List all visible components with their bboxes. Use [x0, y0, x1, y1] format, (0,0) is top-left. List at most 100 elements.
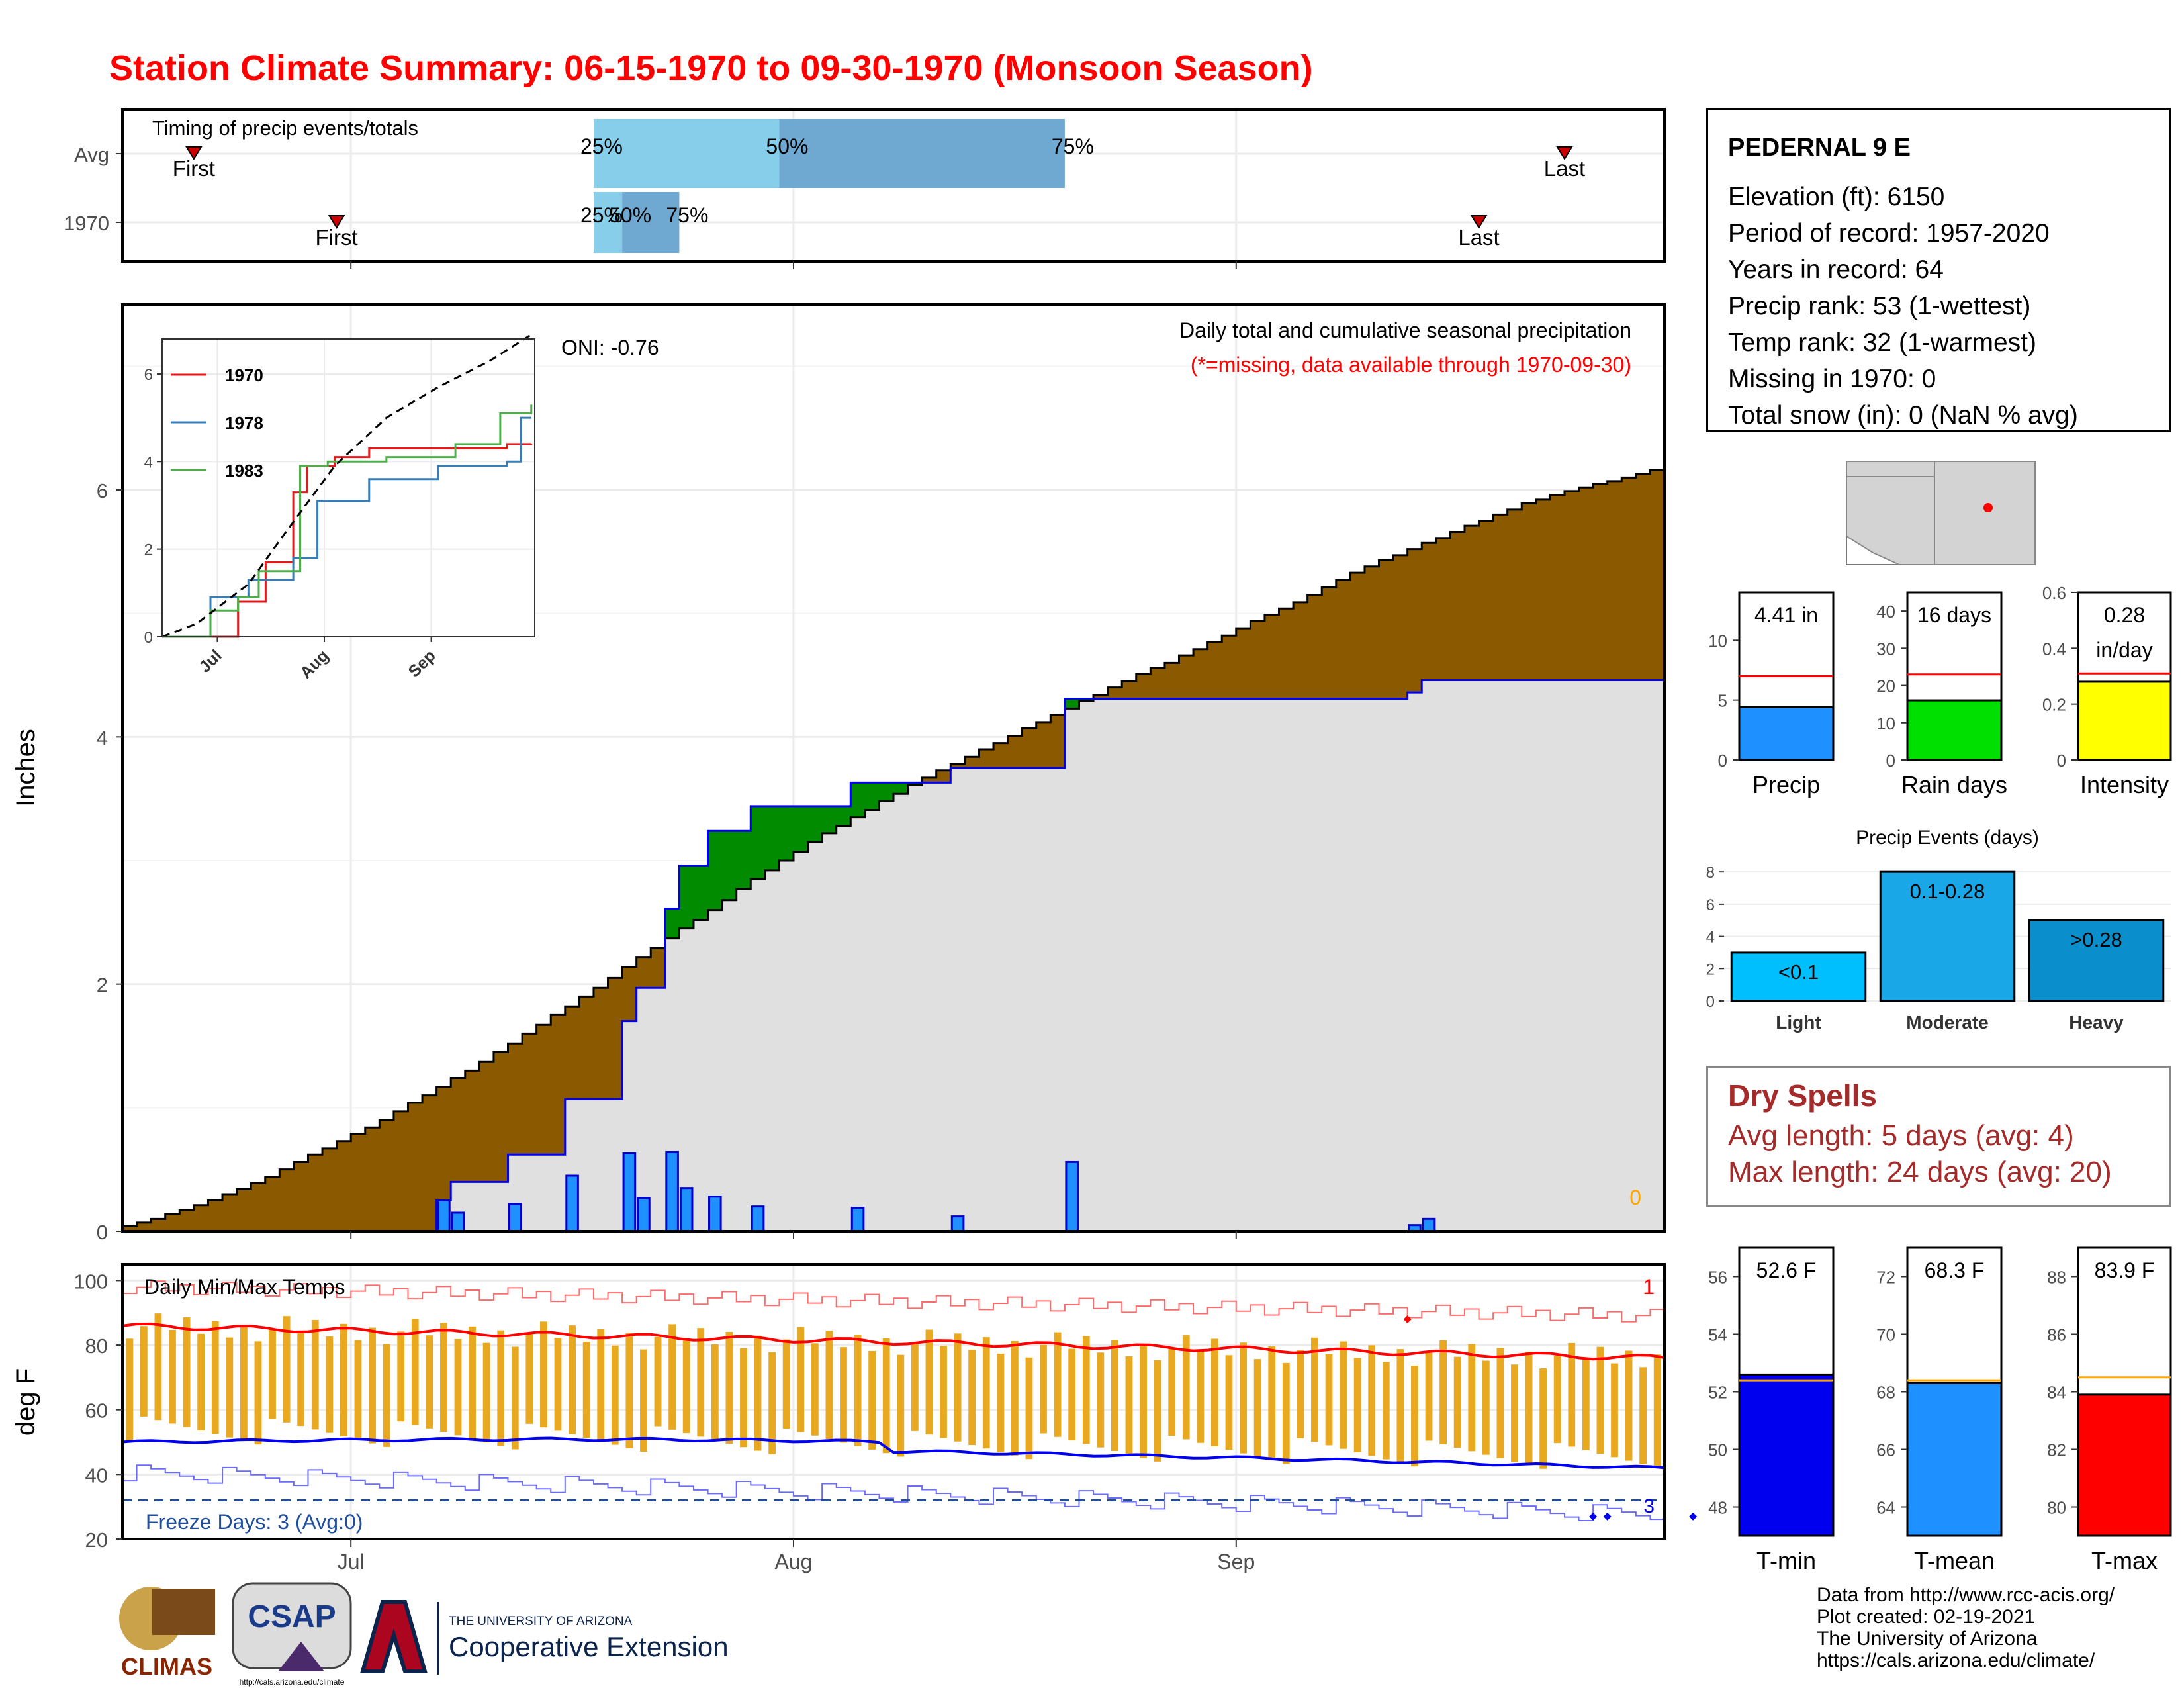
deficit-fill: [1150, 667, 1165, 699]
daily-precip-bar: [679, 1187, 694, 1233]
surplus-fill: [864, 782, 880, 810]
deficit-fill: [279, 1169, 295, 1231]
deficit-fill: [1635, 473, 1651, 680]
precip-panel-border: [121, 303, 1666, 1233]
observed-fill: [736, 888, 751, 1231]
daily-temp-bar: [954, 1333, 962, 1442]
small-y-label: 84: [2047, 1383, 2066, 1403]
footer-credits: Data from http://www.rcc-acis.org/ Plot …: [1817, 1584, 2115, 1671]
avg-max-line: [122, 1322, 1665, 1361]
deficit-fill: [393, 1111, 409, 1231]
surplus-fill: [893, 782, 909, 794]
daily-temp-bar: [554, 1338, 562, 1431]
daily-temp-bar: [183, 1317, 191, 1427]
observed-fill: [1236, 698, 1251, 1231]
surplus-fill: [707, 831, 723, 910]
percentile-label: 25%: [580, 203, 623, 227]
percentile-label: 50%: [766, 134, 808, 158]
avg-min-line: [122, 1436, 1665, 1470]
deficit-fill: [622, 966, 637, 1021]
first-marker: [185, 146, 203, 160]
event-bar-label: <0.1: [1778, 961, 1819, 984]
observed-fill: [1193, 698, 1208, 1231]
daily-temp-bar: [1568, 1342, 1576, 1447]
surplus-fill: [807, 806, 823, 842]
daily-temp-bar: [611, 1345, 619, 1445]
freeze-day-marker: [1589, 1512, 1598, 1521]
observed-fill: [693, 919, 709, 1231]
events-title: Precip Events (days): [1856, 827, 2039, 849]
y-tick-label: 40: [85, 1464, 108, 1487]
daily-temp-bar: [1453, 1356, 1461, 1448]
daily-temp-bar: [1525, 1352, 1533, 1466]
observed-fill: [1464, 680, 1480, 1231]
daily-temp-bar: [126, 1338, 134, 1442]
observed-fill: [1393, 698, 1408, 1231]
deficit-fill: [522, 1033, 537, 1155]
deficit-fill: [308, 1154, 323, 1231]
first-marker-label: First: [316, 225, 358, 250]
daily-temp-bar: [1511, 1364, 1518, 1462]
deficit-fill: [479, 1062, 494, 1182]
deficit-fill: [922, 777, 937, 783]
first-marker: [328, 215, 345, 229]
summary-rain-days-value-label: 16 days: [1917, 603, 1991, 627]
deficit-fill: [565, 1006, 580, 1100]
observed-fill: [907, 785, 923, 1231]
daily-temp-bar: [1240, 1342, 1247, 1454]
deficit-fill: [1379, 560, 1394, 699]
timing-row-label: 1970: [64, 212, 109, 235]
last-marker-label: Last: [1544, 156, 1585, 181]
observed-fill: [1422, 680, 1437, 1231]
deficit-fill: [451, 1078, 466, 1182]
daily-temp-bar: [940, 1346, 947, 1438]
observed-fill: [1564, 680, 1580, 1231]
y-tick-label: 2: [97, 974, 108, 997]
daily-temp-bar: [711, 1344, 719, 1440]
daily-temp-bar: [740, 1348, 747, 1448]
daily-temp-bar: [1382, 1362, 1390, 1460]
daily-temp-bar: [1625, 1350, 1633, 1461]
y-tick-label: 100: [73, 1270, 108, 1293]
daily-temp-bar: [1553, 1355, 1561, 1444]
observed-fill: [1336, 698, 1351, 1231]
summary-rain-days-category-label: Rain days: [1901, 771, 2007, 798]
daily-temp-bar: [540, 1321, 547, 1428]
daily-temp-bar: [1111, 1340, 1118, 1451]
station-name: PEDERNAL 9 E: [1728, 134, 1911, 162]
daily-precip-bar: [665, 1151, 679, 1233]
small-y-label: 64: [1876, 1498, 1895, 1518]
small-y-label: 70: [1876, 1325, 1895, 1345]
observed-fill: [993, 768, 1009, 1231]
daily-temp-bar: [625, 1333, 633, 1448]
deficit-fill: [493, 1052, 509, 1182]
observed-fill: [1379, 698, 1394, 1231]
deficit-fill: [508, 1043, 523, 1155]
timing-panel-border: [121, 108, 1666, 263]
events-y-label: 0: [1706, 993, 1715, 1011]
deficit-fill: [208, 1200, 223, 1231]
temp-t-max-bar: [2077, 1393, 2172, 1537]
deficit-fill: [1393, 555, 1408, 699]
deficit-fill: [1022, 728, 1037, 768]
daily-temp-bar: [1468, 1344, 1476, 1452]
observed-fill: [1493, 680, 1508, 1231]
inset-series-line: [162, 416, 531, 638]
observed-fill: [779, 861, 794, 1231]
freeze-day-marker: [1603, 1512, 1612, 1521]
daily-temp-bar: [1611, 1363, 1618, 1458]
daily-precip-bar: [850, 1207, 865, 1233]
summary-intensity-value-label: in/day: [2096, 638, 2152, 662]
daily-temp-bar: [482, 1342, 490, 1442]
observed-fill: [1022, 768, 1037, 1231]
dry-spells-heading: Dry Spells: [1728, 1078, 1877, 1113]
deficit-fill: [193, 1205, 209, 1231]
observed-fill: [751, 879, 766, 1231]
surplus-fill: [907, 782, 923, 786]
deficit-fill: [608, 978, 623, 1100]
deficit-fill: [1207, 641, 1222, 699]
last-marker-label: Last: [1458, 225, 1499, 250]
daily-temp-bar: [1425, 1352, 1433, 1441]
deficit-fill: [1479, 520, 1494, 680]
daily-temp-bar: [1197, 1351, 1205, 1443]
